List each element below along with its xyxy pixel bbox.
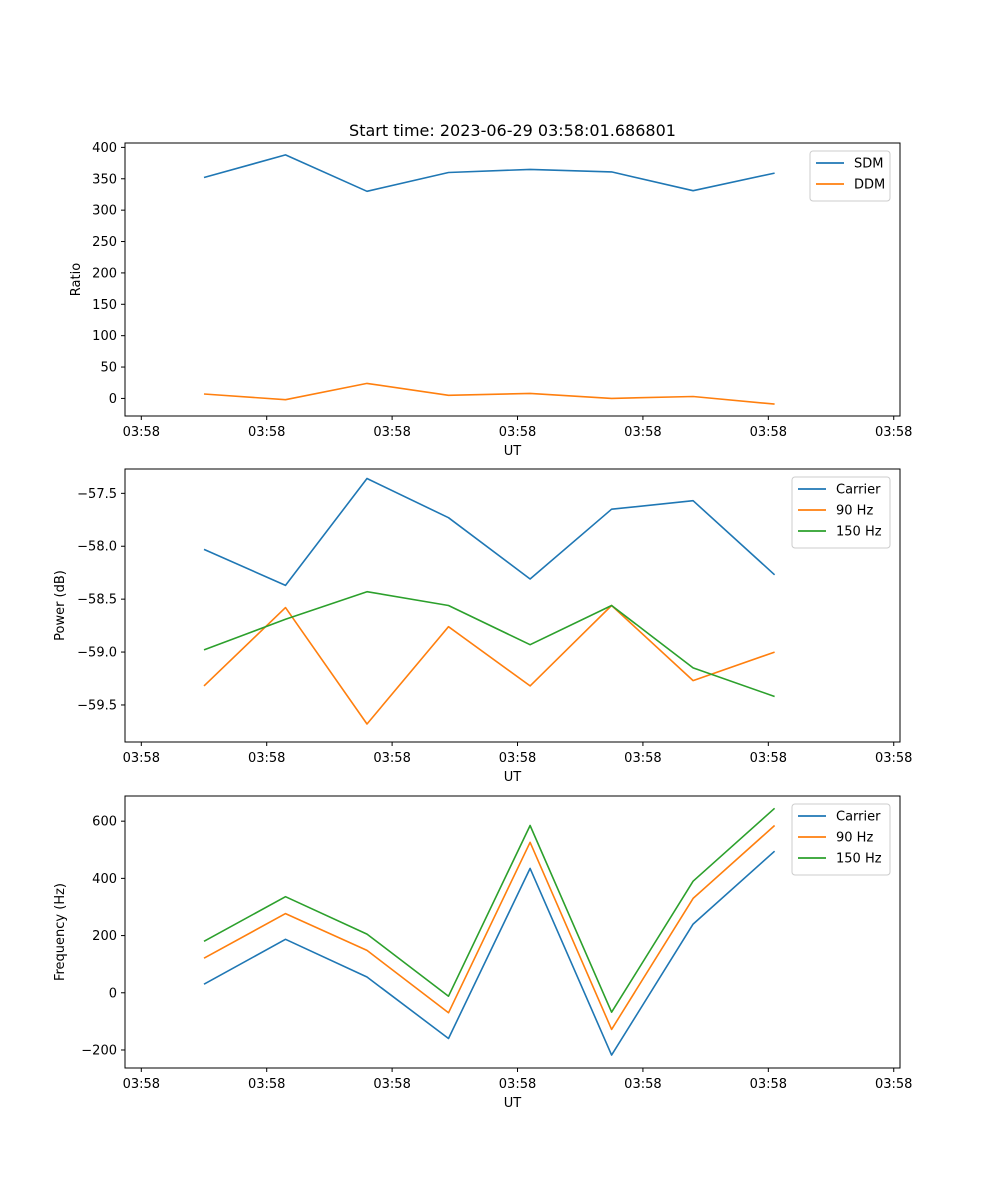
y-tick-label: −200 (81, 1043, 117, 1058)
y-axis-label: Frequency (Hz) (53, 883, 68, 981)
x-tick-label: 03:58 (499, 425, 536, 440)
subplots: 03:5803:5803:5803:5803:5803:5803:5803:59… (53, 141, 912, 1111)
series-line-carrier (203, 850, 776, 1056)
series-line-ddm (203, 382, 775, 405)
x-tick-label: 03:58 (123, 751, 160, 766)
legend-label: DDM (854, 178, 885, 193)
y-tick-label: 400 (92, 872, 117, 887)
y-tick-label: −58.5 (77, 593, 117, 608)
legend: Carrier 90 Hz 150 Hz (791, 803, 891, 876)
y-tick-label: −58.0 (77, 540, 117, 555)
x-tick-label: 03:58 (123, 1077, 160, 1092)
subplot-1: 03:5803:5803:5803:5803:5803:5803:5803:59… (69, 141, 912, 459)
x-tick-label: 03:58 (499, 1077, 536, 1092)
y-axis-label: Ratio (69, 263, 84, 296)
x-tick-label: 03:58 (248, 1077, 285, 1092)
series-line-sdm (203, 154, 775, 193)
x-axis-label: UT (504, 1096, 522, 1111)
y-tick-label: 150 (92, 298, 117, 313)
y-tick-label: 600 (92, 815, 117, 830)
legend-label: 90 Hz (836, 831, 873, 846)
y-tick-label: 50 (100, 361, 117, 376)
y-tick-label: 400 (92, 141, 117, 156)
x-tick-label: 03:58 (499, 751, 536, 766)
y-tick-label: 0 (109, 986, 117, 1001)
x-tick-label: 03:58 (750, 751, 787, 766)
x-tick-label: 03:58 (624, 425, 661, 440)
legend-label: Carrier (836, 810, 881, 825)
legend: SDM DDM (809, 150, 891, 202)
y-axis-label: Power (dB) (53, 570, 68, 641)
legend-label: 90 Hz (836, 504, 873, 519)
x-tick-label: 03:58 (624, 1077, 661, 1092)
x-axis-label: UT (504, 444, 522, 459)
plot-frame (124, 795, 901, 1069)
x-tick-label: 03:58 (123, 425, 160, 440)
y-tick-label: 0 (109, 392, 117, 407)
y-tick-label: 350 (92, 172, 117, 187)
y-tick-label: −57.5 (77, 487, 117, 502)
legend: Carrier 90 Hz 150 Hz (791, 476, 891, 549)
legend-label: Carrier (836, 483, 881, 498)
legend-label: 150 Hz (836, 525, 882, 540)
x-tick-label: 03:58 (875, 1077, 912, 1092)
x-axis-label: UT (504, 770, 522, 785)
x-tick-label: 03:58 (373, 751, 410, 766)
y-tick-label: 100 (92, 329, 117, 344)
x-tick-label: 03:58 (248, 425, 285, 440)
x-tick-label: 03:58 (750, 1077, 787, 1092)
x-tick-label: 03:58 (248, 751, 285, 766)
x-tick-label: 03:58 (624, 751, 661, 766)
x-tick-label: 03:58 (750, 425, 787, 440)
y-tick-label: −59.0 (77, 646, 117, 661)
series-line-90-hz (203, 604, 775, 725)
x-tick-label: 03:58 (373, 425, 410, 440)
figure-title: Start time: 2023-06-29 03:58:01.686801 (349, 121, 676, 140)
series-line-90-hz (203, 824, 776, 1031)
y-tick-label: −59.5 (77, 698, 117, 713)
plot-frame (124, 468, 901, 743)
series-line-150-hz (203, 807, 776, 1014)
x-tick-label: 03:58 (373, 1077, 410, 1092)
y-tick-label: 250 (92, 235, 117, 250)
y-tick-label: 300 (92, 204, 117, 219)
series-line-carrier (203, 477, 776, 587)
y-tick-label: 200 (92, 929, 117, 944)
subplot-3: 03:5803:5803:5803:5803:5803:5803:5803:59… (53, 795, 912, 1111)
x-tick-label: 03:58 (875, 425, 912, 440)
subplot-2: 03:5803:5803:5803:5803:5803:5803:5803:59… (53, 468, 912, 785)
legend-label: 150 Hz (836, 852, 882, 867)
y-tick-label: 200 (92, 266, 117, 281)
series-line-150-hz (203, 590, 775, 698)
x-tick-label: 03:58 (875, 751, 912, 766)
legend-label: SDM (854, 157, 883, 172)
plot-frame (124, 142, 901, 417)
